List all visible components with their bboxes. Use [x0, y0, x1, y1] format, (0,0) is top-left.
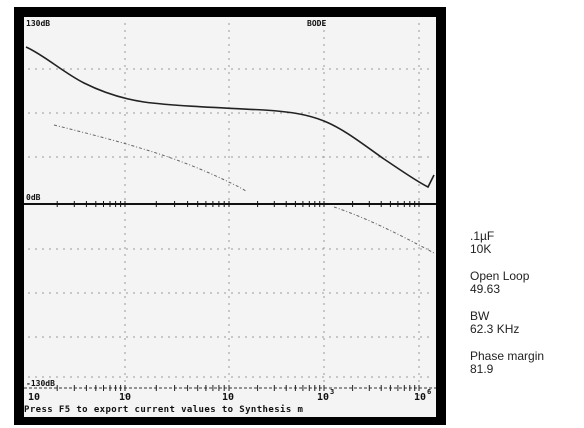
- top-left-scale-label: 130dB: [26, 19, 50, 28]
- horizontal-grid: [28, 68, 434, 378]
- x-tick-exponent-4: 3: [330, 388, 334, 396]
- bandwidth-group: BW 62.3 KHz: [470, 310, 582, 336]
- bandwidth-label: BW: [470, 309, 490, 323]
- bandwidth-value: 62.3 KHz: [470, 322, 520, 336]
- x-tick-label-2: 10: [119, 392, 131, 403]
- results-panel: .1µF 10K Open Loop 49.63 BW 62.3 KHz Pha…: [470, 230, 582, 390]
- bode-plot-canvas: 130dB BODE 0dB -130dB 10 10 10 10 3 10 6: [24, 19, 436, 403]
- x-tick-label-5: 10: [414, 392, 426, 403]
- open-loop-value: 49.63: [470, 282, 501, 296]
- bottom-axis-ticks: [56, 385, 420, 391]
- zero-db-label: 0dB: [26, 193, 41, 202]
- capacitance-value: .1µF: [470, 229, 495, 243]
- status-line: Press F5 to export current values to Syn…: [24, 405, 304, 415]
- magnitude-trace: [25, 46, 435, 189]
- x-tick-exponent-5: 6: [427, 388, 431, 396]
- bode-plot-screen: 130dB BODE 0dB -130dB 10 10 10 10 3 10 6…: [24, 17, 436, 417]
- x-tick-label-4: 10: [317, 392, 329, 403]
- bode-title-label: BODE: [307, 19, 326, 28]
- x-tick-label-3: 10: [222, 392, 234, 403]
- bottom-scale-label: -130dB: [26, 379, 55, 388]
- phase-margin-group: Phase margin 81.9: [470, 350, 582, 376]
- phase-trace-upper: [53, 124, 247, 192]
- resistance-value: 10K: [470, 242, 492, 256]
- x-tick-label-1: 10: [28, 392, 40, 403]
- phase-margin-label: Phase margin: [470, 349, 545, 363]
- open-loop-label: Open Loop: [470, 269, 530, 283]
- open-loop-group: Open Loop 49.63: [470, 270, 582, 296]
- phase-margin-value: 81.9: [470, 362, 494, 376]
- component-values: .1µF 10K: [470, 230, 582, 256]
- zero-axis-ticks: [56, 201, 420, 207]
- vertical-grid: [124, 23, 420, 399]
